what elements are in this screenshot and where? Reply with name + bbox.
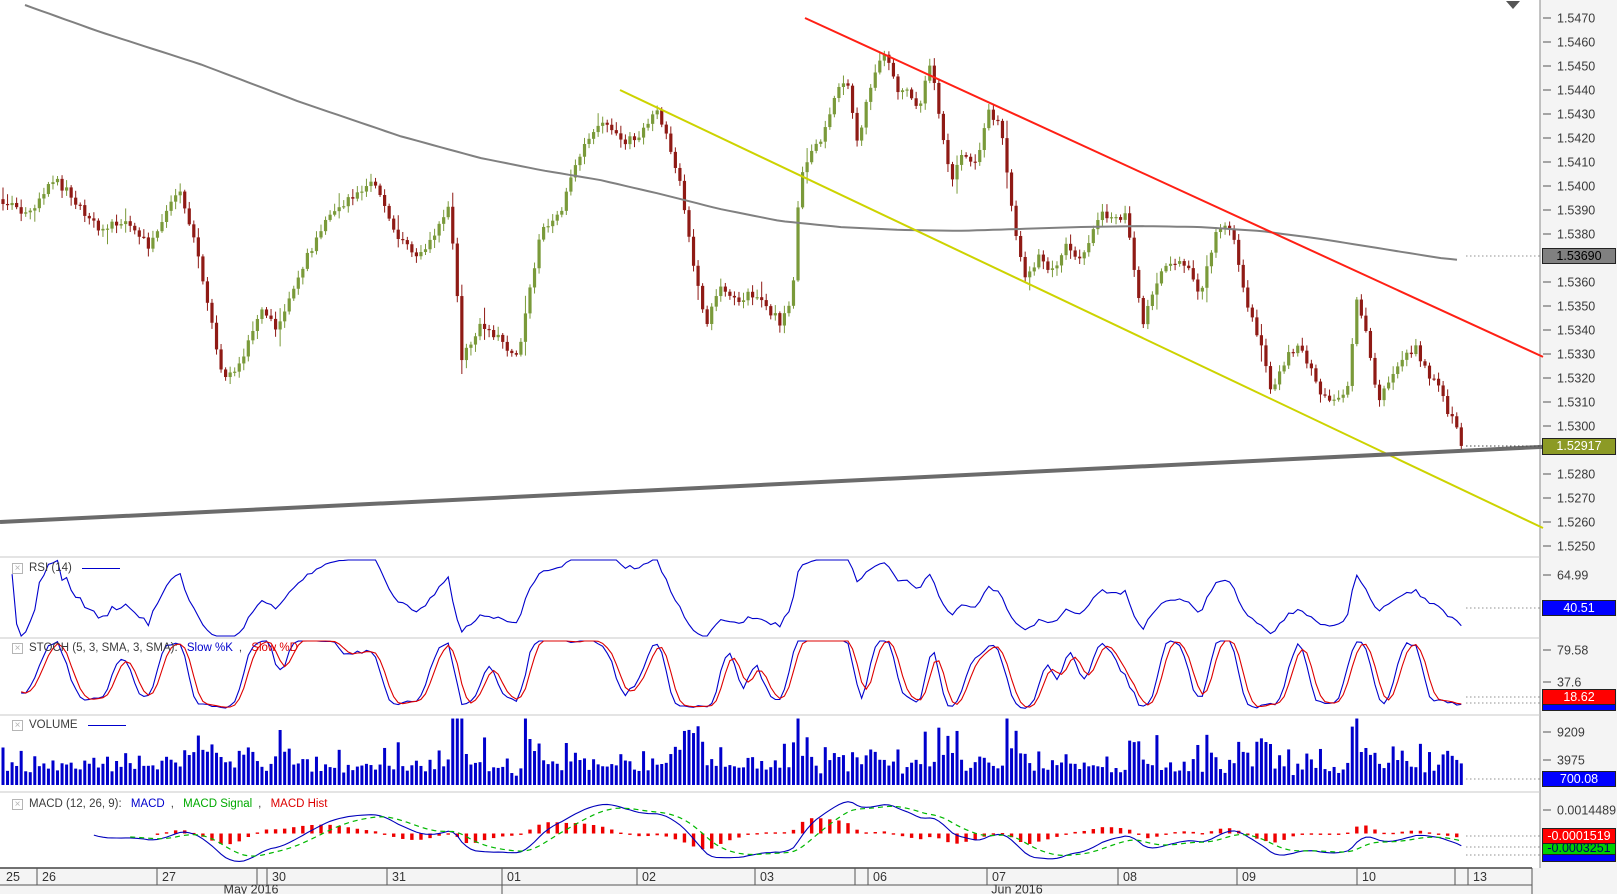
stoch-checkbox-icon[interactable]: × — [12, 642, 23, 654]
svg-text:64.99: 64.99 — [1557, 569, 1588, 583]
rsi-value-badge: 40.51 — [1542, 600, 1616, 616]
macd-checkbox-icon[interactable]: × — [12, 798, 23, 810]
svg-text:08: 08 — [1123, 870, 1137, 884]
descending-channel-yellow[interactable] — [619, 89, 1544, 529]
svg-text:06: 06 — [873, 870, 887, 884]
svg-text:9209: 9209 — [1557, 726, 1585, 740]
svg-text:1.5270: 1.5270 — [1557, 492, 1595, 506]
descending-resistance-red[interactable] — [804, 17, 1544, 358]
svg-text:1.5280: 1.5280 — [1557, 468, 1595, 482]
svg-text:1.5390: 1.5390 — [1557, 204, 1595, 218]
svg-text:10: 10 — [1362, 870, 1376, 884]
svg-text:1.5380: 1.5380 — [1557, 228, 1595, 242]
rsi-checkbox-icon[interactable]: × — [12, 562, 23, 574]
svg-text:30: 30 — [272, 870, 286, 884]
svg-text:1.5410: 1.5410 — [1557, 156, 1595, 170]
volume-label-text: VOLUME — [29, 719, 78, 731]
last-price-badge: 1.52917 — [1542, 438, 1616, 455]
stoch-d-line — [21, 640, 1462, 708]
macd-histogram — [155, 818, 1459, 850]
svg-text:02: 02 — [642, 870, 656, 884]
svg-text:1.5320: 1.5320 — [1557, 372, 1595, 386]
svg-text:31: 31 — [392, 870, 406, 884]
macd-label: × MACD (12, 26, 9): MACD, MACD Signal, MA… — [12, 798, 327, 810]
volume-value-badge: 700.08 — [1542, 771, 1616, 787]
stoch-k-label: Slow %K — [186, 642, 233, 654]
rsi-label: × RSI (14) — [12, 562, 120, 574]
macd-sep1: , — [170, 798, 178, 810]
rsi-line — [11, 559, 1462, 637]
macd-label-text: MACD (12, 26, 9): — [29, 798, 125, 810]
svg-text:1.5470: 1.5470 — [1557, 12, 1595, 26]
svg-text:1.5310: 1.5310 — [1557, 396, 1595, 410]
macd-hist-label: MACD Hist — [270, 798, 328, 810]
stoch-k-line — [21, 640, 1462, 709]
svg-text:1.5420: 1.5420 — [1557, 132, 1595, 146]
macd-signal-line — [130, 805, 1462, 857]
ma-value-badge: 1.53690 — [1542, 248, 1616, 264]
svg-text:79.58: 79.58 — [1557, 644, 1588, 658]
svg-text:1.5250: 1.5250 — [1557, 540, 1595, 554]
svg-text:03: 03 — [760, 870, 774, 884]
volume-bars — [1, 718, 1463, 785]
svg-text:27: 27 — [162, 870, 176, 884]
svg-text:1.5260: 1.5260 — [1557, 516, 1595, 530]
macd-hist-value-badge: -0.0001519 — [1542, 828, 1616, 844]
svg-text:1.5440: 1.5440 — [1557, 84, 1595, 98]
stoch-sep: , — [238, 642, 246, 654]
svg-text:13: 13 — [1473, 870, 1487, 884]
macd-sep2: , — [258, 798, 265, 810]
stoch-label: × STOCH (5, 3, SMA, 3, SMA): Slow %K, Slo… — [12, 642, 298, 654]
svg-text:07: 07 — [992, 870, 1006, 884]
rsi-line-sample-icon — [81, 567, 120, 569]
volume-line-sample-icon — [87, 724, 126, 726]
macd-line-label: MACD — [130, 798, 165, 810]
svg-text:37.6: 37.6 — [1557, 676, 1581, 690]
svg-text:1.5400: 1.5400 — [1557, 180, 1595, 194]
ma-line — [24, 4, 1458, 261]
svg-text:25: 25 — [6, 870, 20, 884]
rsi-label-text: RSI (14) — [29, 562, 72, 574]
svg-text:01: 01 — [507, 870, 521, 884]
macd-signal-label: MACD Signal — [183, 798, 253, 810]
svg-text:26: 26 — [42, 870, 56, 884]
volume-checkbox-icon[interactable]: × — [12, 719, 23, 731]
stoch-d-label: Slow %D — [251, 642, 298, 654]
volume-label: × VOLUME — [12, 719, 126, 731]
axis-scroll-marker-icon[interactable] — [1506, 1, 1520, 9]
svg-text:1.5460: 1.5460 — [1557, 36, 1595, 50]
svg-text:Jun 2016: Jun 2016 — [991, 883, 1042, 894]
stoch-d-value-badge: 18.62 — [1542, 689, 1616, 705]
svg-text:1.5340: 1.5340 — [1557, 324, 1595, 338]
svg-text:1.5350: 1.5350 — [1557, 300, 1595, 314]
svg-text:1.5300: 1.5300 — [1557, 420, 1595, 434]
svg-text:3975: 3975 — [1557, 754, 1585, 768]
candlesticks — [1, 50, 1463, 452]
svg-text:0.0014489: 0.0014489 — [1557, 804, 1616, 818]
svg-text:May 2016: May 2016 — [224, 883, 279, 894]
macd-line — [93, 801, 1462, 862]
svg-text:1.5430: 1.5430 — [1557, 108, 1595, 122]
svg-text:1.5360: 1.5360 — [1557, 276, 1595, 290]
stoch-label-text: STOCH (5, 3, SMA, 3, SMA): — [29, 642, 181, 654]
ascending-support-gray[interactable] — [0, 444, 1544, 524]
svg-text:09: 09 — [1242, 870, 1256, 884]
time-ruler[interactable]: 25 26 27 30 31 01 02 03 06 07 08 09 10 13 May 2016 Jun … — [0, 867, 1533, 894]
svg-text:1.5330: 1.5330 — [1557, 348, 1595, 362]
svg-text:1.5450: 1.5450 — [1557, 60, 1595, 74]
